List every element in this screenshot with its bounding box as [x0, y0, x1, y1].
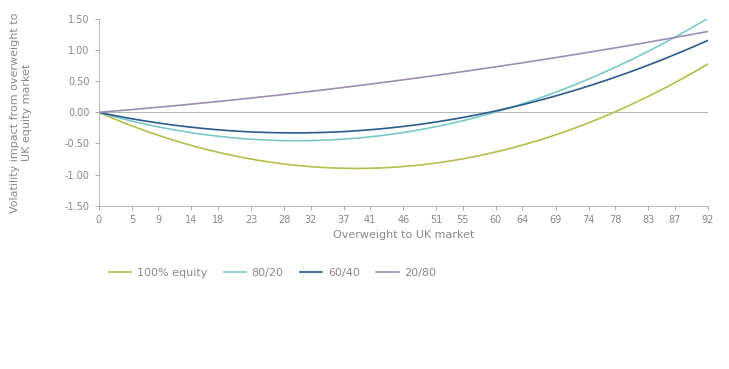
80/20 [94, 110, 103, 114]
Line: 20/80: 20/80 [98, 31, 708, 112]
60/40 [389, 125, 397, 130]
80/20 [425, 126, 434, 130]
60/40 [289, 131, 298, 135]
20/80 [387, 79, 396, 83]
100% equity [703, 62, 712, 66]
20/80 [457, 70, 466, 74]
100% equity [690, 70, 699, 74]
20/80 [383, 80, 392, 84]
Line: 60/40: 60/40 [98, 41, 708, 133]
Y-axis label: Volatility impact from overweight to
UK equity market: Volatility impact from overweight to UK … [10, 12, 32, 213]
60/40 [94, 110, 103, 114]
80/20 [389, 132, 397, 136]
100% equity [425, 162, 434, 166]
100% equity [352, 166, 361, 170]
20/80 [703, 29, 712, 34]
60/40 [385, 126, 394, 130]
20/80 [94, 110, 103, 114]
80/20 [690, 24, 699, 28]
X-axis label: Overweight to UK market: Overweight to UK market [332, 230, 474, 240]
20/80 [593, 49, 602, 53]
20/80 [424, 74, 433, 79]
Line: 100% equity: 100% equity [98, 64, 708, 168]
80/20 [703, 16, 712, 21]
100% equity [458, 157, 467, 161]
60/40 [703, 38, 712, 43]
Legend: 100% equity, 80/20, 60/40, 20/80: 100% equity, 80/20, 60/40, 20/80 [104, 263, 440, 282]
60/40 [425, 121, 434, 125]
80/20 [385, 132, 394, 137]
100% equity [94, 110, 103, 114]
80/20 [458, 118, 467, 123]
Line: 80/20: 80/20 [98, 18, 708, 141]
100% equity [389, 165, 397, 169]
60/40 [690, 44, 699, 49]
100% equity [385, 165, 394, 170]
100% equity [595, 116, 604, 121]
60/40 [595, 80, 604, 85]
80/20 [595, 72, 604, 77]
80/20 [292, 138, 301, 143]
60/40 [458, 115, 467, 120]
20/80 [689, 32, 698, 37]
